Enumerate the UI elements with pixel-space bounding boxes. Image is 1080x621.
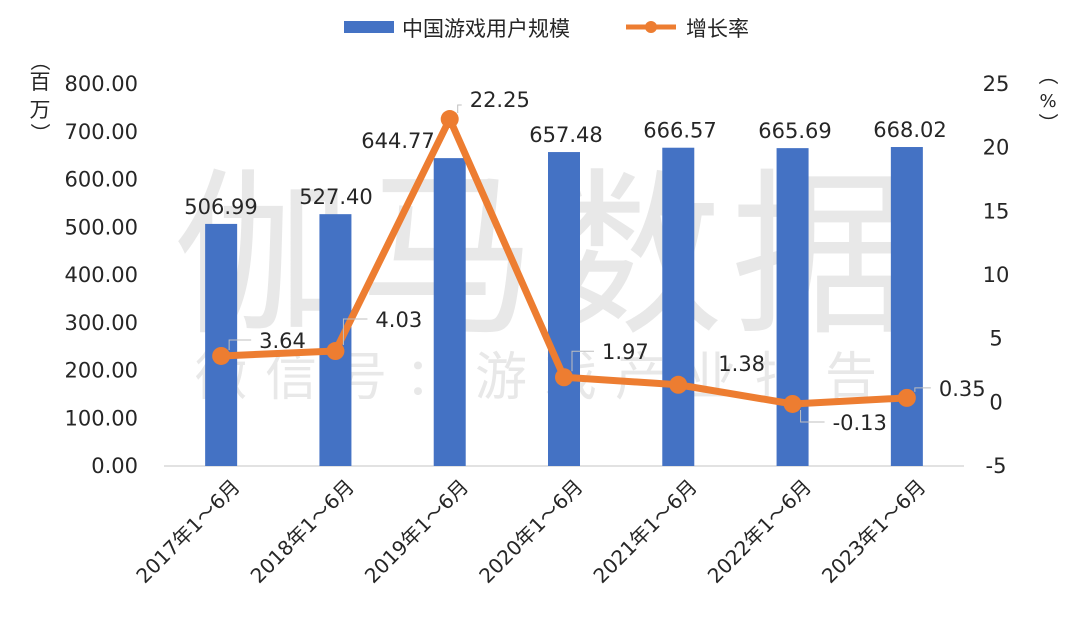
bar-data-label: 527.40 <box>299 185 372 209</box>
data-label-leader <box>914 387 931 392</box>
right-unit-char: （ <box>1036 65 1060 85</box>
left-tick-label: 300.00 <box>65 311 138 335</box>
line-data-label: -0.13 <box>833 411 887 435</box>
growth-point <box>326 342 345 361</box>
right-tick-label: 10 <box>983 263 1010 287</box>
bar-series <box>205 147 923 467</box>
legend: 中国游戏用户规模 增长率 <box>344 17 749 41</box>
growth-point <box>555 368 573 387</box>
legend-line-marker <box>645 21 657 33</box>
left-tick-label: 200.00 <box>65 359 138 383</box>
x-tick-label: 2022年1～6月 <box>703 475 816 588</box>
right-tick-label: 20 <box>983 136 1010 160</box>
right-axis-unit: （ % ） <box>1036 65 1060 133</box>
x-tick-label: 2017年1～6月 <box>131 475 244 588</box>
legend-bar-label: 中国游戏用户规模 <box>402 17 570 41</box>
x-axis: 2017年1～6月 2018年1～6月 2019年1～6月 2020年1～6月 2021… <box>131 465 964 588</box>
bar-data-label: 506.99 <box>184 195 257 219</box>
growth-point <box>897 388 916 407</box>
bar <box>548 152 580 467</box>
left-axis-unit: （ 百 万 ） <box>28 51 52 143</box>
bar <box>776 148 809 466</box>
bar-labels: 506.99 527.40 644.77 657.48 666.57 665.69 668.… <box>184 118 946 219</box>
data-label-leader <box>342 318 368 346</box>
line-series <box>212 110 916 413</box>
data-label-leader <box>571 350 594 372</box>
line-labels: 3.64 4.03 22.25 1.97 1.38 -0.13 0.35 <box>228 88 986 435</box>
bar-data-label: 657.48 <box>529 123 602 147</box>
x-tick-label: 2020年1～6月 <box>474 475 587 588</box>
line-data-label: 0.35 <box>939 377 986 401</box>
left-tick-label: 500.00 <box>65 215 138 239</box>
left-tick-label: 400.00 <box>65 263 138 287</box>
line-data-label: 1.97 <box>602 340 649 364</box>
left-unit-char: （ <box>28 51 52 71</box>
bar-data-label: 666.57 <box>643 119 716 143</box>
left-tick-label: 800.00 <box>65 72 138 96</box>
right-axis: -5 0 5 10 15 20 25 <box>983 72 1010 478</box>
legend-bar-swatch <box>344 21 394 33</box>
bar-data-label: 644.77 <box>361 129 434 153</box>
growth-point <box>783 394 802 413</box>
bar <box>662 147 695 466</box>
bar-data-label: 668.02 <box>873 118 946 142</box>
bar <box>205 223 238 466</box>
x-tick-label: 2023年1～6月 <box>817 475 930 588</box>
bar <box>890 147 923 466</box>
left-unit-char: 万 <box>30 98 51 122</box>
right-unit-char: ） <box>1036 113 1060 133</box>
right-tick-label: 0 <box>989 390 1002 414</box>
x-tick-label: 2021年1～6月 <box>588 475 701 588</box>
x-tick-label: 2018年1～6月 <box>246 475 359 588</box>
left-tick-label: 0.00 <box>91 454 138 478</box>
right-tick-label: 5 <box>989 327 1002 351</box>
data-label-leader <box>800 409 825 423</box>
data-label-leader <box>228 339 252 350</box>
right-tick-label: 15 <box>983 199 1010 223</box>
left-tick-label: 600.00 <box>65 168 138 192</box>
line-data-label: 4.03 <box>375 308 422 332</box>
line-data-label: 22.25 <box>470 88 530 112</box>
data-label-leader <box>457 104 462 114</box>
left-tick-label: 700.00 <box>65 120 138 144</box>
line-data-label: 1.38 <box>718 352 765 376</box>
bar <box>433 158 466 467</box>
x-tick-label: 2019年1～6月 <box>360 475 473 588</box>
bar-data-label: 665.69 <box>758 119 831 143</box>
growth-point <box>212 346 231 365</box>
right-tick-label: -5 <box>986 454 1007 478</box>
right-tick-label: 25 <box>983 72 1010 96</box>
left-unit-char: ） <box>28 123 52 143</box>
line-data-label: 3.64 <box>259 329 306 353</box>
right-unit-char: % <box>1039 91 1056 112</box>
bar <box>319 214 352 466</box>
growth-point <box>440 110 459 129</box>
growth-point <box>669 375 688 394</box>
left-tick-label: 100.00 <box>65 406 138 430</box>
left-unit-char: 百 <box>30 70 51 94</box>
left-axis: 0.00 100.00 200.00 300.00 400.00 500.00 600.00… <box>65 72 138 478</box>
legend-line-label: 增长率 <box>686 17 749 41</box>
